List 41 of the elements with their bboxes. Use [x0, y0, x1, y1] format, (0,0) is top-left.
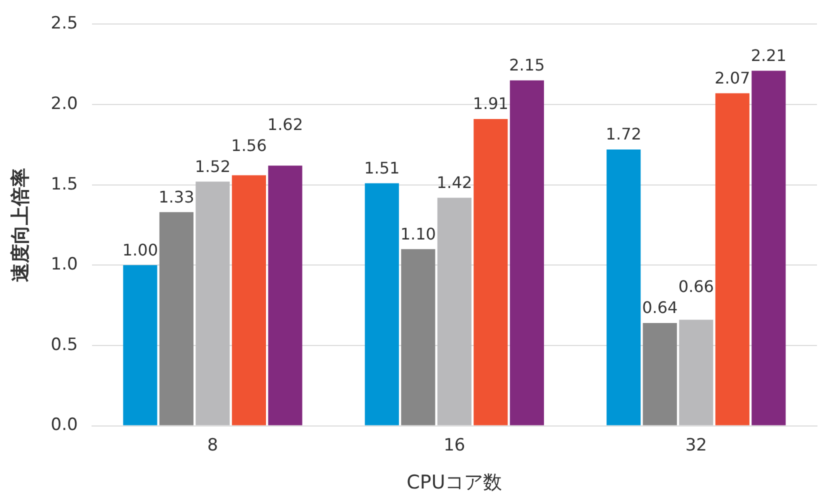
data-label: 0.66 — [678, 277, 714, 296]
bar — [437, 198, 472, 426]
y-tick-label: 2.0 — [50, 94, 78, 114]
data-label: 1.62 — [267, 114, 304, 134]
x-tick-label: 32 — [685, 435, 707, 456]
data-label: 1.56 — [231, 136, 267, 155]
bar — [715, 93, 750, 426]
y-axis-title: 速度向上倍率 — [9, 168, 32, 282]
bar — [364, 183, 399, 426]
data-label: 0.64 — [642, 298, 678, 318]
data-label: 1.33 — [158, 187, 194, 206]
bar — [474, 118, 508, 426]
x-axis-title: CPUコア数 — [406, 472, 502, 494]
data-label: 1.10 — [400, 224, 436, 244]
bar — [196, 182, 230, 426]
x-tick-label: 8 — [207, 435, 218, 456]
data-label: 1.52 — [194, 156, 231, 176]
data-label: 2.07 — [714, 68, 750, 88]
bar — [642, 322, 677, 426]
data-label: 1.00 — [122, 240, 158, 260]
y-tick-label: 1.5 — [50, 174, 78, 194]
bar — [232, 175, 266, 426]
bar — [679, 320, 714, 426]
bar — [606, 150, 641, 426]
data-label: 2.21 — [750, 46, 786, 65]
y-tick-label: 1.0 — [50, 254, 78, 275]
data-label: 2.15 — [509, 56, 545, 75]
data-label: 1.91 — [472, 94, 508, 114]
bar — [752, 70, 786, 426]
y-tick-label: 0.5 — [50, 334, 78, 355]
y-tick-label: 2.5 — [50, 14, 78, 34]
data-label: 1.72 — [606, 124, 642, 144]
bar — [401, 249, 436, 426]
bar — [510, 80, 544, 426]
data-label: 1.51 — [364, 158, 400, 178]
x-tick-label: 16 — [444, 435, 466, 456]
bar — [123, 265, 158, 426]
bar — [268, 166, 302, 426]
data-label: 1.42 — [436, 172, 472, 192]
bar — [159, 212, 194, 426]
y-tick-label: 0.0 — [50, 415, 78, 436]
